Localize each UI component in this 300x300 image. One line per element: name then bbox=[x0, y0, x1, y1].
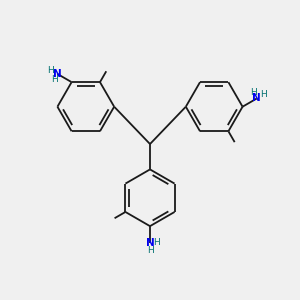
Text: N: N bbox=[53, 69, 62, 79]
Text: H: H bbox=[47, 65, 54, 74]
Text: N: N bbox=[146, 238, 154, 248]
Text: N: N bbox=[252, 94, 261, 103]
Text: H: H bbox=[260, 90, 267, 99]
Text: H: H bbox=[250, 88, 257, 97]
Text: H: H bbox=[51, 75, 58, 84]
Text: H: H bbox=[147, 246, 153, 255]
Text: H: H bbox=[153, 238, 160, 247]
